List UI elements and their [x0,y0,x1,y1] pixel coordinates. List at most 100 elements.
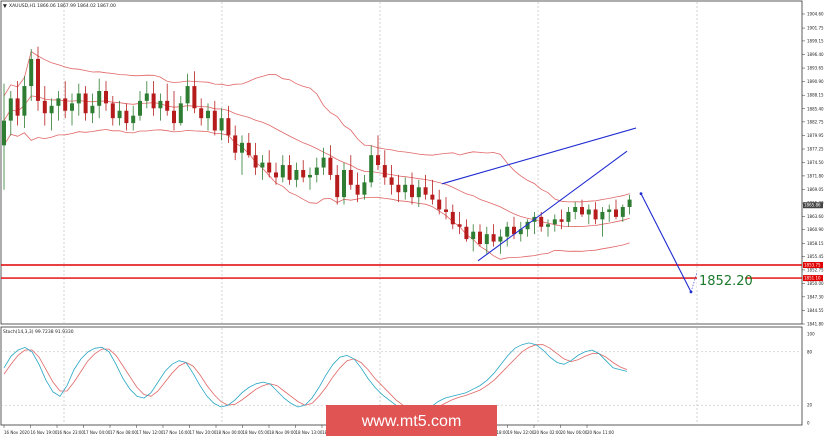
candle-body [362,182,367,195]
symbol-header: XAUUSD,H1 1866.06 1867.99 1864.02 1867.0… [9,3,116,9]
price-tick-label: 1847.30 [807,294,824,299]
time-tick-label: 17 Nov 16:00 [163,430,190,435]
watermark-text[interactable]: www.mt5.com [361,413,462,430]
candle-body [90,105,95,114]
candle-body [328,157,333,175]
time-tick-label: 16 Nov 23:00 [57,430,84,435]
candle-body [518,229,523,235]
candle-body [199,108,204,119]
candle-body [104,91,108,104]
price-tick-label: 1871.80 [807,173,824,178]
support-price-tag [803,262,823,269]
projection-arrow-line [640,193,692,293]
candle-body [246,142,251,156]
candle-body [430,194,435,200]
current-price-value: 1865.86 [804,203,821,208]
candle-body [15,98,20,116]
candle-body [552,219,557,225]
candle-body [49,105,54,114]
price-tick-label: 1869.05 [807,187,824,192]
candle-body [410,184,414,198]
candle-body [131,115,136,124]
candle-body [450,211,455,225]
candle-body [512,226,516,235]
candle-body [22,86,27,116]
time-tick-label: 17 Nov 12:00 [137,430,164,435]
candle-body [110,103,115,119]
candle-body [348,169,353,185]
wedge-upper-trendline [441,127,637,185]
price-tick-label: 1844.55 [807,308,824,313]
support-price-value: 1853.75 [804,263,821,268]
candle-body [212,110,217,131]
price-tick-label: 1850.00 [807,281,824,286]
price-tick-label: 1882.75 [807,119,824,124]
time-tick-label: 20 Nov 11:00 [587,430,614,435]
price-tick-label: 1863.60 [807,214,824,219]
candle-body [178,103,183,124]
time-tick-label: 17 Nov 04:00 [84,430,111,435]
time-tick-label: 18 Nov 13:00 [296,430,323,435]
candle-body [423,187,428,195]
candle-body [192,86,197,109]
lower-band-line [3,129,630,260]
price-tick-label: 1852.75 [807,267,824,272]
target-price-label: 1852.20 [699,274,753,289]
candle-body [620,207,625,217]
candle-body [403,184,408,193]
candle-body [36,58,40,101]
candle-body [70,103,74,111]
candle-body [559,219,564,222]
candle-body [226,118,231,136]
candle-body [335,174,340,198]
candle-body [573,207,578,212]
candle-body [8,98,13,121]
candle-body [437,199,442,210]
time-tick-label: 17 Nov 08:00 [110,430,137,435]
stochastic-tick-label: 20 [807,403,813,408]
candle-body [158,100,163,109]
price-tick-label: 1888.15 [807,93,824,98]
candle-body [566,211,571,222]
candle-body [539,216,544,227]
price-tick-label: 1904.60 [807,12,824,17]
stochastic-signal-line [3,344,628,412]
candle-body [280,165,285,178]
candle-body [342,169,346,198]
candle-body [580,207,584,215]
stochastic-tick-label: 0 [807,421,810,426]
candle-body [29,58,34,87]
time-tick-label: 17 Nov 20:00 [190,430,217,435]
price-panel [0,0,803,325]
candle-body [56,98,61,106]
candle-body [355,184,360,195]
candle-body [165,100,170,111]
price-tick-label: 1877.25 [807,147,824,152]
candle-body [63,98,68,111]
time-axis: 16 Nov 2020 16 Nov 19:00 16 Nov 23:00 17 No… [3,425,614,435]
candle-body [219,118,224,131]
candle-body [369,155,374,183]
price-tick-label: 1899.15 [807,38,824,43]
watermark-banner[interactable] [326,405,497,436]
time-tick-label: 20 Nov 02:00 [534,430,561,435]
time-tick-label: 18 Nov 05:00 [243,430,270,435]
candle-body [614,209,618,217]
candle-body [505,226,510,237]
candle-body [172,110,176,124]
candle-body [144,93,149,101]
projection-start-dot [639,192,643,196]
target-label-box [697,271,745,289]
time-tick-label: 18 Nov 00:00 [216,430,243,435]
candle-body [471,231,476,240]
candle-body [151,93,156,109]
price-tick-label: 1860.90 [807,227,824,232]
candle-body [253,155,258,168]
price-tick-label: 1896.40 [807,52,824,57]
time-tick-label: 18 Nov 09:00 [269,430,296,435]
middle-band-line [3,95,630,228]
candle-body [287,165,292,180]
candle-body [457,224,462,227]
price-tick-label: 1858.15 [807,241,824,246]
